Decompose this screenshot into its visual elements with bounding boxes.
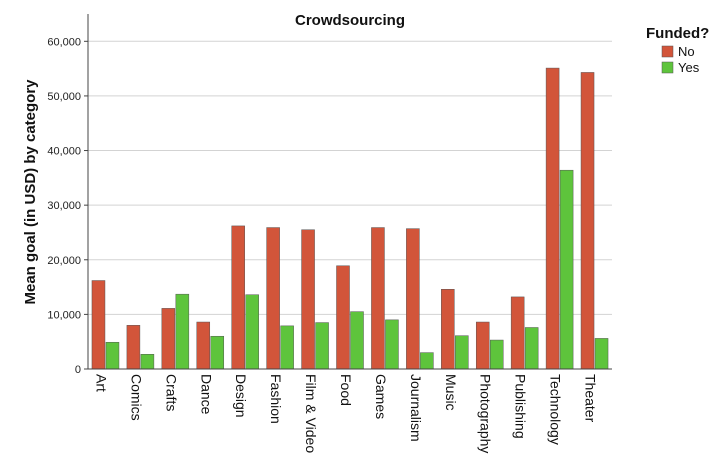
bar-no-film-video	[301, 229, 315, 370]
bar-no-technology	[545, 67, 560, 370]
x-tick-label: Music	[443, 374, 459, 411]
legend-swatch	[661, 45, 674, 58]
bar-no-photography	[475, 321, 490, 370]
bar-no-art	[91, 280, 106, 370]
y-tick-label: 60,000	[47, 36, 81, 48]
bar-yes-technology	[559, 169, 574, 370]
bar-no-food	[336, 265, 350, 370]
y-axis-label: Mean goal (in USD) by category	[22, 79, 39, 305]
bar-yes-theater	[594, 338, 609, 370]
x-tick-labels: Art Comics Crafts Dance Design Fashion Film & …	[93, 374, 598, 453]
bar-yes-fashion	[280, 325, 294, 370]
x-tick-label: Journalism	[408, 374, 424, 442]
bar-yes-design	[245, 294, 259, 370]
legend-label: No	[678, 44, 695, 59]
x-tick-label: Art	[93, 374, 109, 392]
x-tick-label: Film & Video	[303, 374, 319, 453]
bar-no-crafts	[161, 308, 176, 370]
bar-no-publishing	[510, 296, 525, 370]
y-tick-label: 30,000	[47, 200, 81, 212]
legend-swatch	[661, 61, 674, 74]
x-tick-label: Fashion	[268, 374, 284, 424]
x-tick-label: Games	[373, 374, 389, 419]
bar-yes-crafts	[175, 293, 190, 370]
bar-yes-comics	[140, 354, 155, 370]
bar-no-games	[371, 227, 385, 370]
bar-yes-publishing	[524, 327, 539, 370]
bar-yes-dance	[210, 335, 225, 370]
bar-no-theater	[580, 72, 595, 370]
x-tick-label: Technology	[548, 374, 564, 445]
bar-no-comics	[126, 325, 141, 370]
gridlines	[88, 40, 612, 315]
y-tick-label: 40,000	[47, 146, 81, 158]
bar-no-music	[441, 289, 455, 370]
bars	[91, 67, 609, 370]
x-tick-label: Publishing	[513, 374, 529, 439]
x-tick-label: Crafts	[163, 374, 179, 411]
bar-no-dance	[196, 321, 211, 370]
bar-yes-art	[105, 341, 120, 370]
bar-no-design	[231, 225, 245, 370]
y-tick-label: 0	[75, 364, 81, 376]
bar-yes-food	[350, 311, 364, 370]
bar-yes-music	[455, 335, 469, 370]
x-tick-label: Photography	[478, 374, 494, 453]
y-tick-label: 50,000	[47, 91, 81, 103]
bar-yes-photography	[489, 339, 504, 370]
bar-yes-film-video	[315, 322, 329, 370]
x-tick-label: Theater	[583, 374, 599, 423]
y-tick-label: 20,000	[47, 255, 81, 267]
bar-yes-games	[385, 319, 399, 370]
bar-no-journalism	[406, 228, 420, 370]
axes	[87, 14, 612, 370]
x-tick-label: Food	[338, 374, 354, 406]
y-tick-labels: 0 10,000 20,000 30,000 40,000 50,000 60,000	[47, 36, 88, 376]
x-tick-label: Dance	[198, 374, 214, 415]
y-tick-label: 10,000	[47, 309, 81, 321]
x-tick-label: Design	[233, 374, 249, 418]
legend-title: Funded?	[646, 25, 709, 42]
bar-yes-journalism	[420, 352, 434, 370]
legend-label: Yes	[678, 60, 700, 75]
chart-title: Crowdsourcing	[295, 12, 405, 29]
bar-no-fashion	[266, 227, 280, 370]
x-tick-label: Comics	[128, 374, 144, 421]
